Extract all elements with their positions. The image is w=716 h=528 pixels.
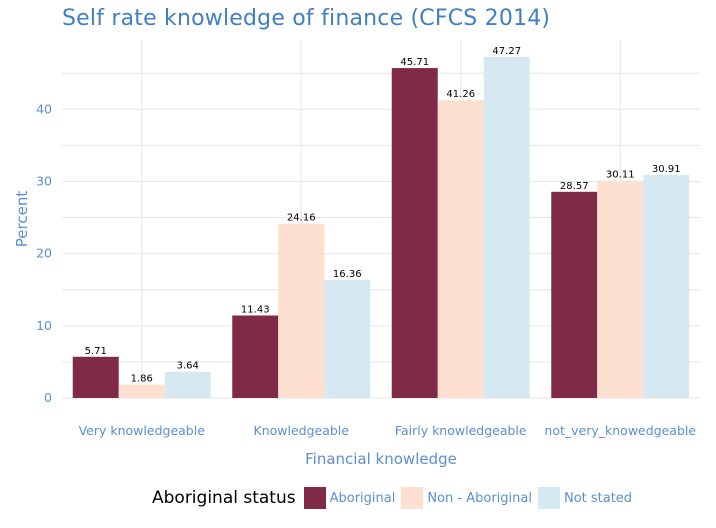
bar-value-label: 28.57 <box>560 181 589 192</box>
bar <box>232 315 279 398</box>
bar <box>164 371 211 398</box>
legend-item-aboriginal: Aboriginal <box>303 487 396 509</box>
bar <box>391 68 438 398</box>
chart-title: Self rate knowledge of finance (CFCS 201… <box>62 6 551 31</box>
bar <box>278 223 325 398</box>
legend-label-not-stated: Not stated <box>563 490 633 506</box>
legend: Aboriginal status Aboriginal Non - Abori… <box>152 486 638 510</box>
bar-value-label: 24.16 <box>287 213 316 224</box>
bar-value-label: 30.11 <box>606 170 635 181</box>
bar <box>437 100 484 398</box>
x-tick-label: Very knowledgeable <box>79 423 206 438</box>
bar-value-label: 3.64 <box>177 361 199 372</box>
legend-swatch-non-aboriginal <box>401 487 424 509</box>
y-tick-label: 10 <box>36 318 52 333</box>
bar <box>483 56 530 399</box>
bar <box>118 384 165 398</box>
plot-area: 0 10 20 30 40 5.71 1.86 3.64 Very knowledgeable 1… <box>13 40 700 468</box>
legend-item-not-stated: Not stated <box>537 487 633 509</box>
legend-title: Aboriginal status <box>152 488 296 508</box>
y-tick-label: 20 <box>36 246 52 261</box>
bar <box>324 279 371 398</box>
legend-swatch-not-stated <box>537 487 560 509</box>
y-tick-label: 40 <box>36 101 52 116</box>
bar-value-label: 11.43 <box>241 305 270 316</box>
y-tick-label: 30 <box>36 173 52 188</box>
bar-value-label: 47.27 <box>492 46 521 57</box>
y-axis-title: Percent <box>13 191 31 248</box>
bar <box>551 191 598 398</box>
bar-value-label: 45.71 <box>400 57 429 68</box>
bar-value-label: 30.91 <box>652 164 681 175</box>
bar <box>597 180 644 398</box>
legend-label-non-aboriginal: Non - Aboriginal <box>427 490 532 506</box>
bar-value-label: 41.26 <box>446 89 475 100</box>
x-axis-title: Financial knowledge <box>305 450 457 468</box>
x-tick-label: not_very_knowedgeable <box>544 423 696 438</box>
legend-item-non-aboriginal: Non - Aboriginal <box>401 487 532 509</box>
x-tick-label: Fairly knowledgeable <box>395 423 527 438</box>
legend-label-aboriginal: Aboriginal <box>329 490 396 506</box>
legend-swatch-aboriginal <box>303 487 326 509</box>
bar <box>72 356 119 398</box>
bar-value-label: 1.86 <box>131 374 153 385</box>
x-tick-label: Knowledgeable <box>254 423 350 438</box>
y-tick-label: 0 <box>44 390 52 405</box>
bar-value-label: 5.71 <box>85 346 107 357</box>
bar <box>643 174 690 398</box>
bar-value-label: 16.36 <box>333 269 362 280</box>
